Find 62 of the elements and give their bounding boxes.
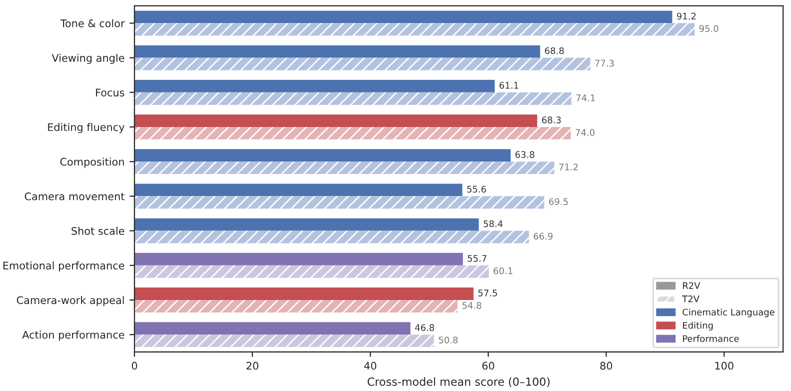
data-label: 63.8 [515,151,534,158]
data-label: 57.5 [478,290,497,296]
data-label: 54.8 [462,302,482,309]
bar [134,218,479,231]
legend-label: Editing [683,322,713,331]
x-axis-title: Cross-model mean score (0–100) [368,377,550,388]
x-tick-label: 0 [132,362,138,370]
data-label: 50.8 [438,336,458,344]
data-label: 68.3 [542,116,561,124]
data-label: 74.0 [576,128,594,136]
data-label: 55.7 [468,255,486,262]
data-label: 46.8 [415,324,434,331]
bar [134,300,458,312]
y-tick-label: Composition [60,158,124,168]
data-label: 68.8 [544,47,564,54]
bar [134,58,590,70]
bar [134,334,434,348]
data-label: 66.9 [534,232,553,240]
data-label: 71.2 [559,164,578,170]
bar [134,265,489,278]
bar [134,184,462,196]
x-tick-label: 60 [482,362,494,370]
legend-label: Cinematic Language [682,308,774,318]
data-label: 95.0 [699,25,718,32]
bar [134,288,474,300]
y-tick-label: Viewing angle [52,54,124,64]
bar [134,10,672,24]
text: T2V [682,295,700,302]
data-label: 61.1 [500,82,518,89]
text: R2V [683,282,700,289]
bar [134,162,554,174]
data-label: 77.3 [595,60,614,67]
y-tick-label: Shot scale [72,226,124,235]
bar [134,23,695,36]
data-label: 74.1 [576,94,595,102]
data-label: 69.5 [549,198,568,206]
data-label: 91.2 [676,12,696,20]
bar [134,92,572,105]
bar [134,149,511,162]
y-tick-label: Camera movement [24,192,124,200]
bar [134,126,571,140]
x-tick-label: 100 [715,362,734,370]
bar [134,230,529,244]
y-tick-label: Emotional performance [3,261,124,272]
data-label: 60.1 [494,267,512,274]
y-tick-label: Editing fluency [48,123,124,134]
bar [134,80,495,92]
x-tick-label: 40 [364,362,376,370]
x-tick-label: 20 [246,362,258,370]
data-label: 58.4 [484,220,503,228]
y-tick-label: Action performance [22,330,124,341]
bar [134,114,538,127]
y-tick-label: Focus [96,88,124,96]
bar [134,45,540,58]
bar [134,252,463,266]
data-label: 55.6 [467,186,486,193]
y-tick-label: Tone & color [60,19,125,28]
bar [134,322,410,335]
x-tick-label: 80 [600,362,612,370]
legend-label: Performance [683,335,739,342]
bar [134,196,544,209]
y-tick-label: Camera-work appeal [16,296,124,306]
